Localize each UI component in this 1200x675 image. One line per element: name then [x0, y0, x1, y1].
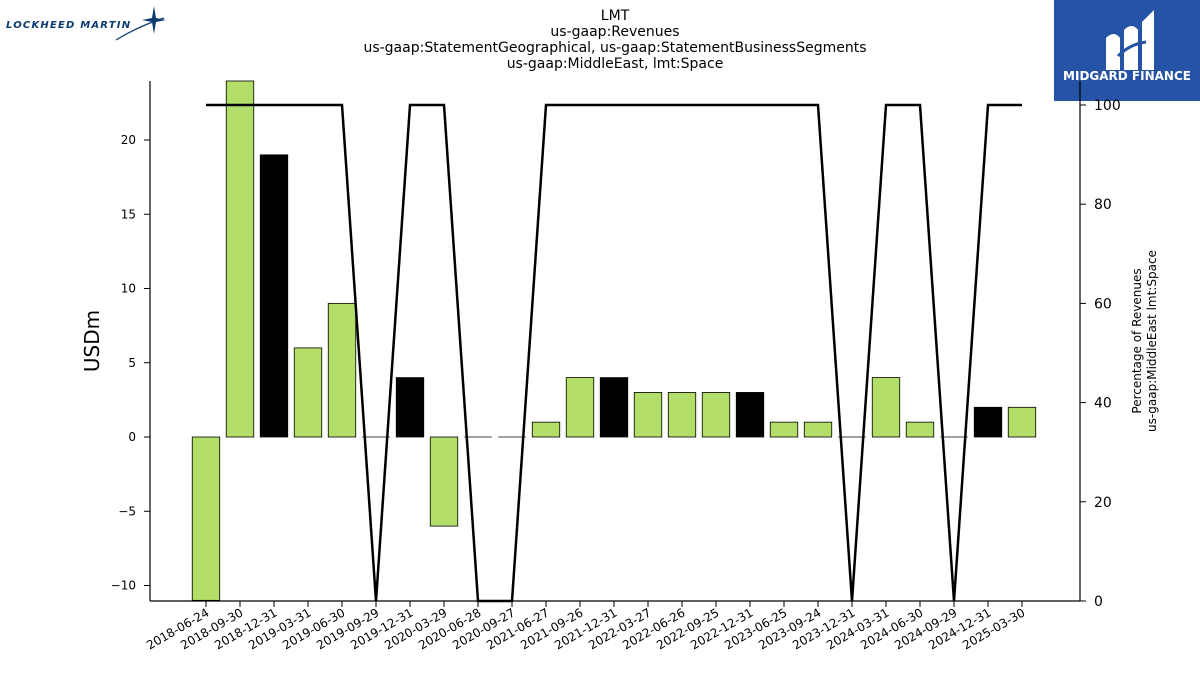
midgard-emblem-icon: [1106, 10, 1154, 70]
y2-tick-label: 80: [1094, 197, 1112, 213]
bar: [803, 421, 833, 438]
y2-tick-label: 40: [1094, 396, 1112, 412]
y2-axis-label: us-gaap:MiddleEast lmt:Space: [1145, 250, 1159, 432]
y2-axis-label: Percentage of Revenues: [1130, 268, 1144, 413]
bars: [191, 80, 1037, 601]
bar: [633, 392, 663, 438]
bar: [225, 80, 255, 438]
title-line: us-gaap:Revenues: [550, 24, 679, 40]
percentage-line-path: [206, 103, 1022, 603]
y-tick-label: 5: [128, 356, 136, 370]
y2-tick-label: 60: [1094, 296, 1112, 312]
title-line: us-gaap:StatementGeographical, us-gaap:S…: [363, 40, 866, 56]
bar: [429, 436, 459, 527]
bar: [191, 436, 221, 601]
bar: [259, 154, 289, 438]
y-tick-label: 10: [121, 282, 136, 296]
bar: [1007, 406, 1037, 438]
y2-tick-label: 0: [1094, 594, 1103, 610]
bar: [769, 421, 799, 438]
y-tick-label: 20: [121, 133, 136, 147]
y-tick-label: −5: [118, 504, 136, 518]
bar: [531, 421, 561, 438]
title-line: LMT: [601, 8, 630, 24]
bar: [905, 421, 935, 438]
bar: [395, 377, 425, 438]
bar: [293, 347, 323, 438]
y2-tick-label: 100: [1094, 98, 1121, 114]
midgard-finance-text: MIDGARD FINANCE: [1063, 69, 1191, 83]
y-tick-label: 15: [121, 207, 136, 221]
y-axis-label: USDm: [80, 310, 104, 372]
bar: [667, 392, 697, 438]
bar: [565, 377, 595, 438]
y-tick-label: 0: [128, 430, 136, 444]
y-tick-label: −10: [111, 579, 136, 593]
bar: [327, 302, 357, 438]
lockheed-martin-logo: LOCKHEED MARTIN: [4, 4, 169, 44]
percentage-line: [206, 103, 1022, 603]
bar: [599, 377, 629, 438]
bar: [973, 406, 1003, 438]
lockheed-martin-logo-text: LOCKHEED MARTIN: [6, 20, 132, 31]
chart-title: LMTus-gaap:Revenuesus-gaap:StatementGeog…: [363, 8, 866, 72]
bar: [735, 392, 765, 438]
star-swoosh-icon: [115, 6, 166, 41]
title-line: us-gaap:MiddleEast, lmt:Space: [507, 56, 724, 72]
bar: [871, 377, 901, 438]
y2-tick-label: 20: [1094, 495, 1112, 511]
midgard-finance-logo: MIDGARD FINANCE: [1054, 0, 1200, 101]
bar: [701, 392, 731, 438]
